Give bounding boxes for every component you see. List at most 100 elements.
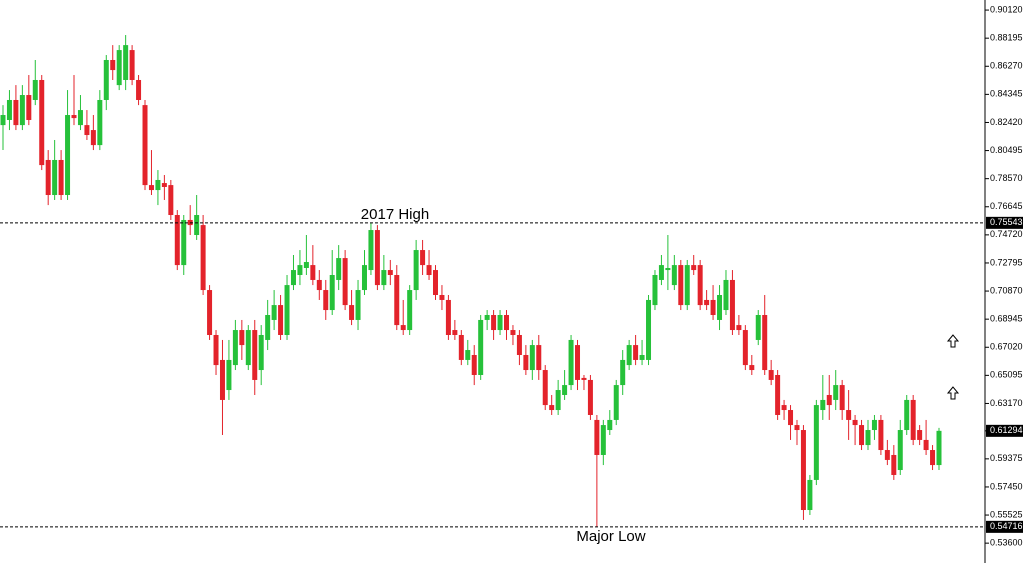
- candle-body: [697, 265, 703, 306]
- candle-body: [646, 299, 652, 360]
- y-tick-label: 0.68945: [990, 314, 1023, 324]
- annotation: Major Low: [576, 528, 645, 545]
- candle-body: [717, 295, 723, 320]
- candle-body: [923, 439, 929, 451]
- price-label-bg: [986, 520, 1023, 533]
- candle-body: [729, 279, 735, 331]
- candle-body: [116, 50, 122, 86]
- candle-body: [652, 275, 658, 306]
- candle-body: [0, 115, 6, 126]
- y-tick-label: 0.80495: [990, 145, 1023, 155]
- candle-body: [413, 250, 419, 291]
- candle-body: [839, 385, 845, 411]
- candle-body: [174, 215, 180, 266]
- candle-body: [749, 365, 755, 371]
- candle-body: [484, 314, 490, 320]
- y-tick-label: 0.78570: [990, 173, 1023, 183]
- candle-body: [568, 339, 574, 386]
- y-tick-label: 0.90120: [990, 4, 1023, 14]
- candle-body: [213, 334, 219, 366]
- candle-body: [71, 115, 77, 119]
- candle-body: [303, 262, 309, 268]
- candle-body: [420, 250, 426, 266]
- candle-body: [407, 290, 413, 331]
- candle-body: [813, 405, 819, 480]
- candle-body: [432, 270, 438, 296]
- candle-body: [930, 450, 936, 466]
- candle-body: [826, 394, 832, 406]
- candle-body: [620, 359, 626, 386]
- candle-body: [723, 279, 729, 311]
- candle-body: [361, 265, 367, 291]
- candle-body: [788, 410, 794, 426]
- candle-body: [775, 374, 781, 415]
- candle-body: [555, 390, 561, 411]
- y-tick-label: 0.82420: [990, 117, 1023, 127]
- candle-body: [762, 314, 768, 371]
- candle-body: [465, 350, 471, 360]
- candle-body: [639, 354, 645, 360]
- candle-body: [278, 305, 284, 335]
- candle-body: [148, 185, 154, 191]
- candle-body: [562, 385, 568, 395]
- candle-body: [252, 330, 258, 380]
- candle-body: [691, 265, 697, 271]
- candle-body: [607, 419, 613, 431]
- y-tick-label: 0.57450: [990, 481, 1023, 491]
- candle-body: [400, 325, 406, 331]
- y-tick-label: 0.88195: [990, 33, 1023, 43]
- y-tick-label: 0.74720: [990, 229, 1023, 239]
- y-tick-label: 0.67020: [990, 342, 1023, 352]
- y-tick-label: 0.55525: [990, 509, 1023, 519]
- candle-body: [58, 159, 64, 196]
- candle-body: [852, 419, 858, 426]
- y-tick-label: 0.59375: [990, 453, 1023, 463]
- y-tick-label: 0.86270: [990, 61, 1023, 71]
- candle-body: [710, 299, 716, 315]
- candle-body: [755, 314, 761, 340]
- arrow-icon: [946, 334, 960, 348]
- annotation: 2017 High: [361, 206, 429, 223]
- candle-body: [897, 430, 903, 471]
- candle-body: [290, 270, 296, 286]
- candle-body: [478, 319, 484, 375]
- candle-body: [381, 270, 387, 286]
- candle-body: [226, 359, 232, 391]
- candle-body: [323, 290, 329, 311]
- candle-body: [859, 425, 865, 446]
- candle-body: [194, 215, 200, 236]
- candle-body: [684, 265, 690, 306]
- candle-body: [800, 430, 806, 511]
- candle-body: [736, 325, 742, 331]
- candle-body: [103, 59, 109, 100]
- candle-body: [491, 314, 497, 331]
- candle-body: [258, 334, 264, 371]
- y-tick-label: 0.53600: [990, 538, 1023, 548]
- candle-body: [536, 345, 542, 371]
- candle-body: [207, 290, 213, 335]
- candle-body: [349, 305, 355, 320]
- candle-body: [439, 295, 445, 300]
- price-label: 0.54716: [990, 521, 1023, 531]
- arrow-icon: [946, 386, 960, 400]
- candle-body: [613, 385, 619, 420]
- candle-body: [549, 405, 555, 411]
- y-tick-label: 0.76645: [990, 201, 1023, 211]
- candle-body: [936, 430, 942, 466]
- y-tick-label: 0.65095: [990, 370, 1023, 380]
- candle-body: [265, 314, 271, 340]
- candle-body: [523, 354, 529, 371]
- candle-body: [161, 183, 167, 187]
- candle-body: [658, 265, 664, 280]
- candle-body: [904, 399, 910, 431]
- candle-body: [181, 219, 187, 266]
- candle-body: [633, 345, 639, 360]
- candle-body: [219, 359, 225, 400]
- candle-body: [297, 265, 303, 276]
- candle-body: [19, 95, 25, 126]
- candle-body: [820, 399, 826, 411]
- candle-body: [200, 225, 206, 291]
- y-tick-label: 0.72795: [990, 257, 1023, 267]
- candle-body: [917, 430, 923, 440]
- candle-body: [355, 290, 361, 320]
